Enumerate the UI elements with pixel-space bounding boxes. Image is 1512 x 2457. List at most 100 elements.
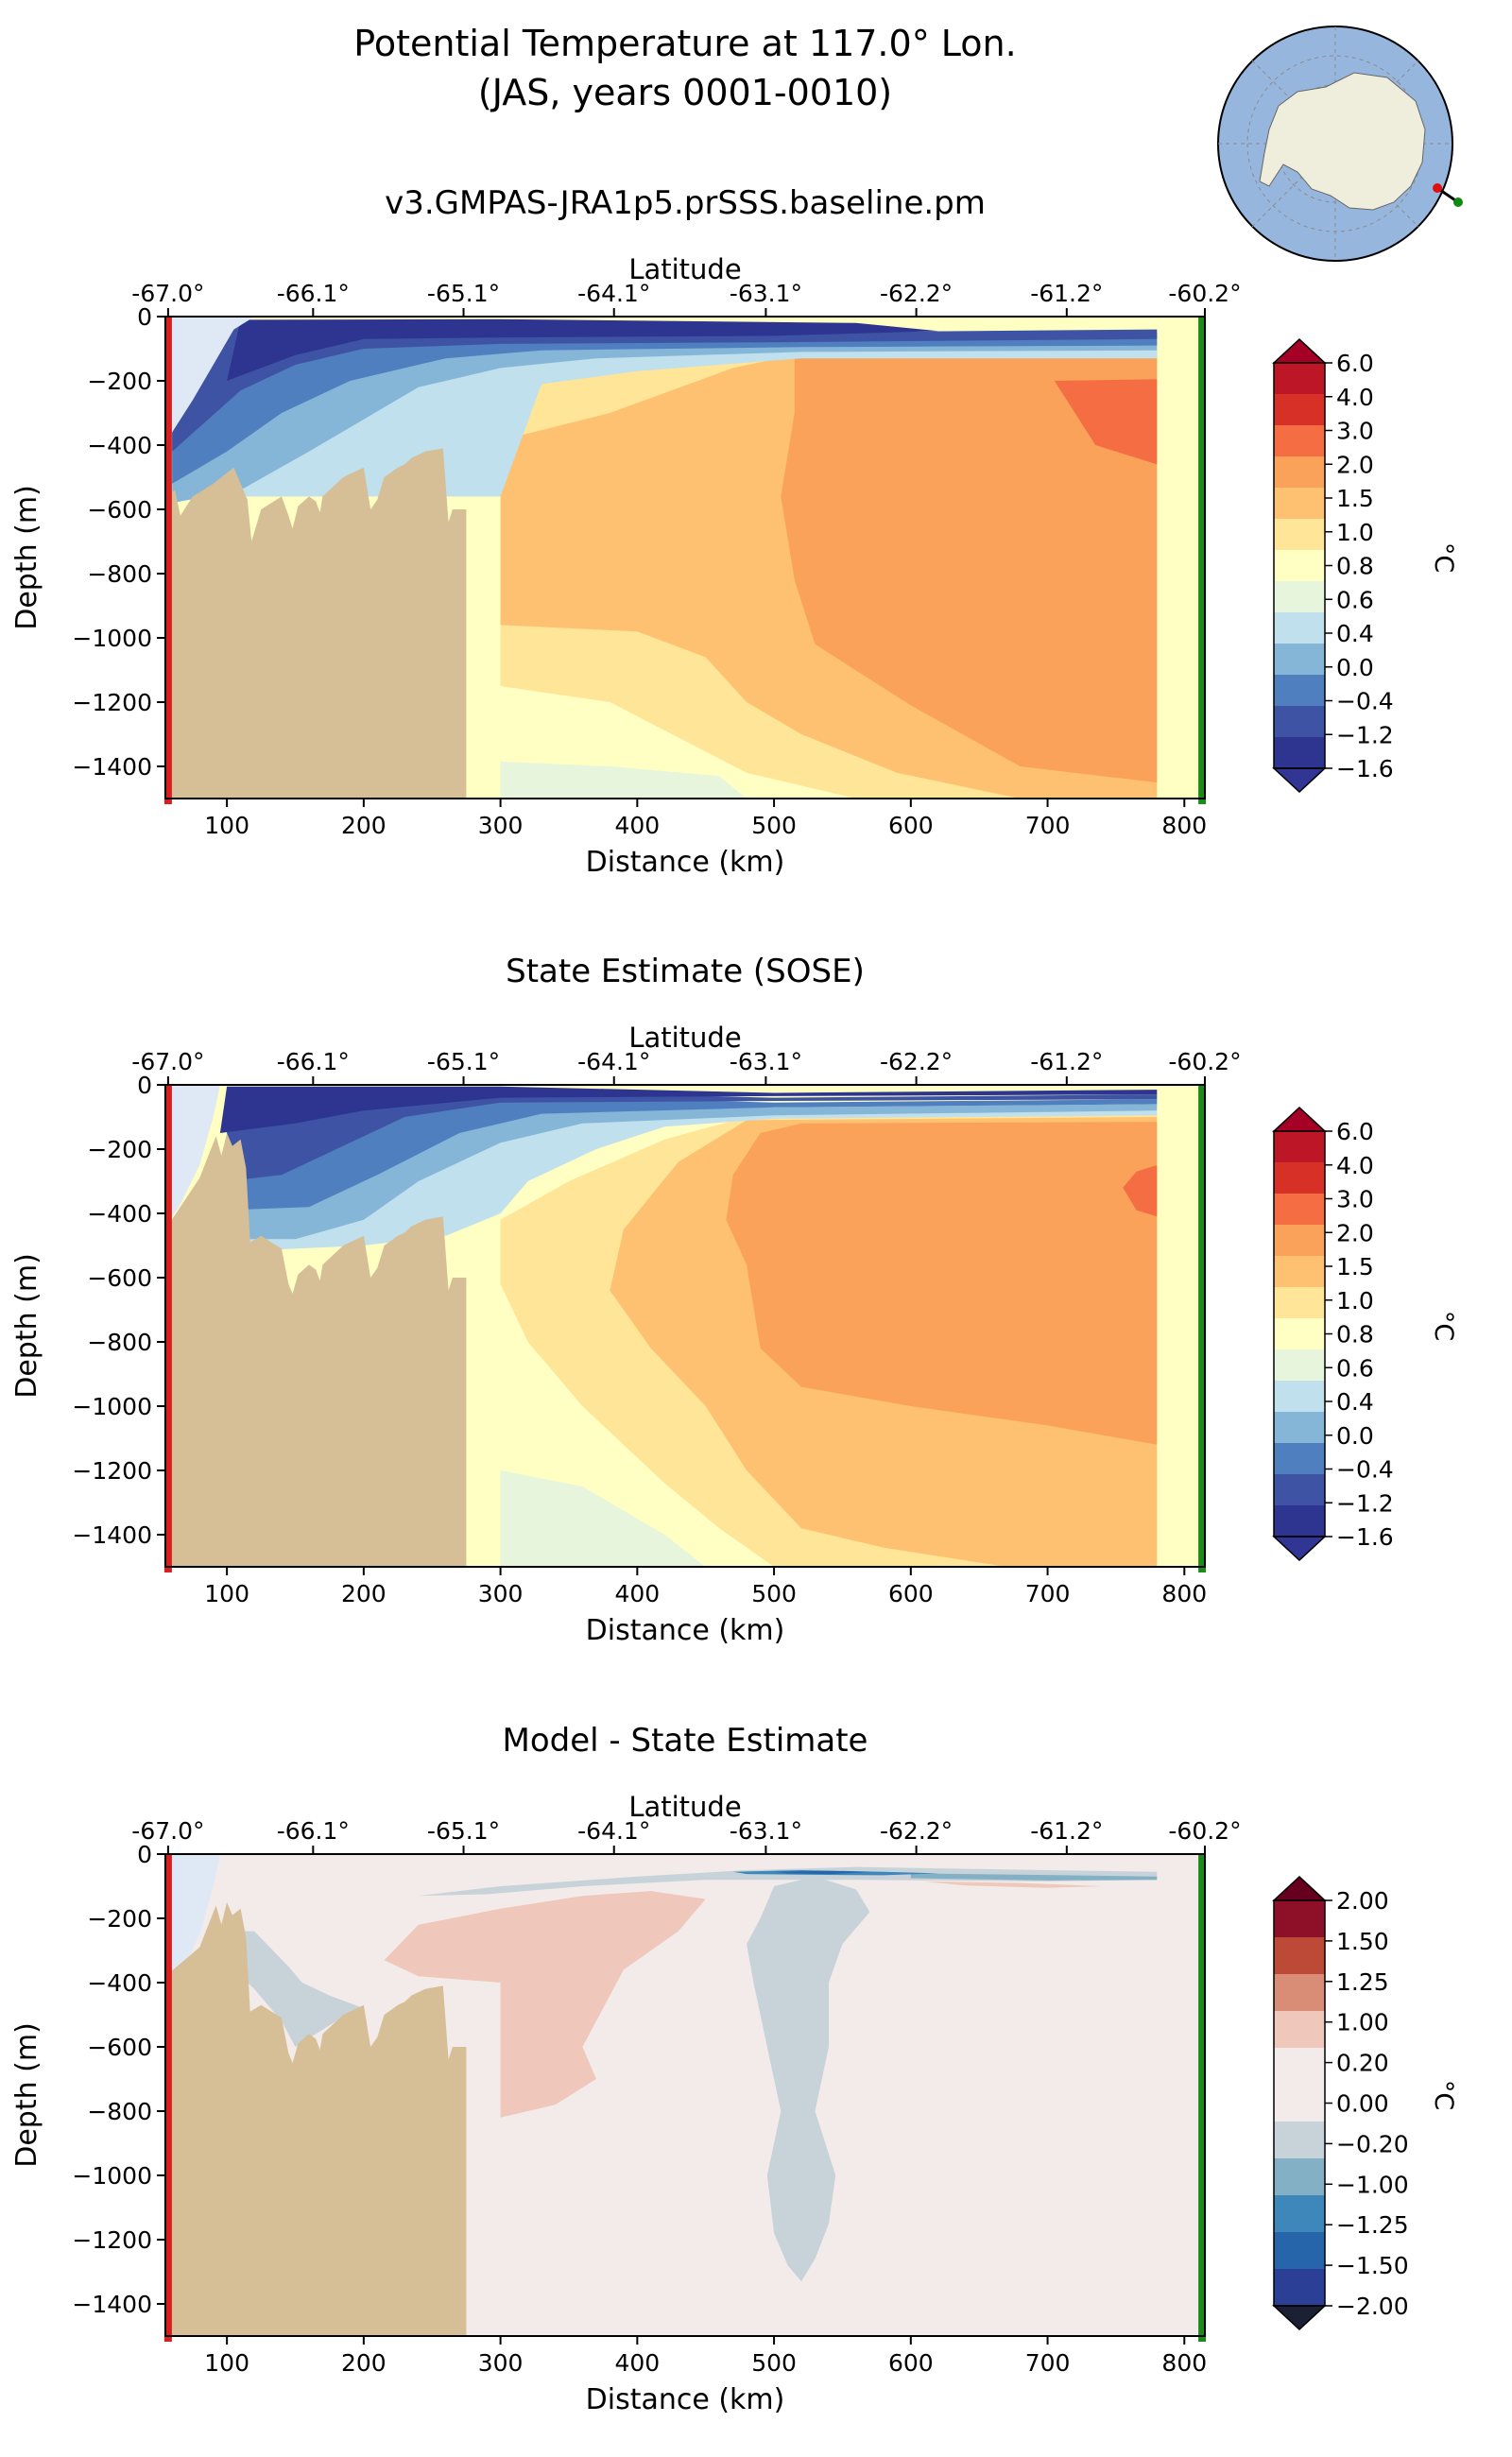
colorbar-swatch: [1274, 644, 1325, 676]
colorbar-extend-bottom: [1272, 767, 1327, 794]
colorbar-tick-label: 0.6: [1336, 586, 1374, 613]
colorbar-tick-label: 0.00: [1336, 2090, 1389, 2118]
antarctica-polar-map-icon: [1259, 72, 1426, 211]
colorbar-tick-label: 0.6: [1336, 1354, 1374, 1382]
x-tick-label: 700: [1025, 812, 1071, 839]
lat-tick-label: -65.1°: [427, 280, 500, 307]
panel-title: Model - State Estimate: [503, 1722, 868, 1760]
colorbar-tick-label: 3.0: [1336, 1186, 1374, 1213]
y-tick-label: −600: [87, 1264, 152, 1292]
y-tick-label: −200: [87, 1136, 152, 1163]
colorbar-swatch: [1274, 706, 1325, 738]
x-tick-label: 300: [478, 2349, 524, 2377]
colorbar-tick-label: −0.20: [1336, 2130, 1409, 2157]
colorbar-tick-label: −1.25: [1336, 2211, 1409, 2239]
colorbar-swatch: [1274, 1349, 1325, 1382]
y-tick-label: −400: [87, 1200, 152, 1228]
colorbar-swatch: [1274, 1162, 1325, 1194]
x-tick-label: 100: [204, 812, 249, 839]
lat-tick-label: -60.2°: [1168, 280, 1241, 307]
colorbar-tick-label: 1.5: [1336, 485, 1374, 512]
colorbar-tick-label: −1.2: [1336, 1489, 1394, 1517]
y-axis-label: Depth (m): [10, 1253, 43, 1399]
x-tick-label: 700: [1025, 2349, 1071, 2377]
colorbar-extend-top: [1272, 1106, 1327, 1132]
x-tick-label: 800: [1161, 812, 1207, 839]
bathymetry: [165, 1902, 467, 2336]
colorbar-tick-label: 1.50: [1336, 1928, 1389, 1955]
y-tick-label: −1400: [72, 2291, 152, 2318]
colorbar-swatch: [1274, 550, 1325, 582]
colorbar-swatch: [1274, 1974, 1325, 2012]
x-tick-label: 200: [341, 1580, 387, 1607]
colorbar-tick-label: 1.0: [1336, 1287, 1374, 1314]
lat-tick-label: -61.2°: [1030, 280, 1103, 307]
lat-tick-label: -65.1°: [427, 1817, 500, 1845]
colorbar-tick-label: 2.00: [1336, 1887, 1389, 1915]
lat-tick-label: -62.2°: [880, 1817, 953, 1845]
panel-title: State Estimate (SOSE): [506, 953, 865, 990]
colorbar-tick-label: 4.0: [1336, 1152, 1374, 1179]
colorbar-swatch: [1274, 675, 1325, 707]
colorbar-swatch: [1274, 488, 1325, 520]
contour-region: [726, 1122, 1158, 1445]
colorbar-swatch: [1274, 1256, 1325, 1288]
lat-tick-label: -62.2°: [880, 280, 953, 307]
lat-tick-label: -67.0°: [131, 1817, 204, 1845]
figure-title-line2: (JAS, years 0001-0010): [478, 72, 892, 113]
x-tick-label: 300: [478, 1580, 524, 1607]
colorbar-tick-label: 0.0: [1336, 654, 1374, 681]
colorbar-swatch: [1274, 737, 1325, 769]
contour-region: [227, 1094, 1158, 1211]
x-tick-label: 400: [614, 2349, 660, 2377]
colorbar-swatch: [1274, 581, 1325, 613]
panel-3: Model - State Estimate Latitude 100 200 300 4…: [10, 1722, 1458, 2416]
contour-region: [747, 1876, 870, 2282]
colorbar-tick-label: 4.0: [1336, 384, 1374, 411]
colorbar-tick-label: 0.8: [1336, 553, 1374, 580]
colorbar-swatch: [1274, 1937, 1325, 1975]
colorbar-swatch: [1274, 2011, 1325, 2049]
y-tick-label: −400: [87, 432, 152, 459]
lat-tick-label: -60.2°: [1168, 1817, 1241, 1845]
y-tick-label: 0: [137, 1841, 152, 1868]
y-tick-label: −1200: [72, 1457, 152, 1485]
colorbar-swatch: [1274, 456, 1325, 489]
colorbar-tick-label: 2.0: [1336, 451, 1374, 478]
colorbar-swatch: [1274, 612, 1325, 644]
y-tick-label: −400: [87, 1969, 152, 1997]
colorbar-swatch: [1274, 1900, 1325, 1938]
lat-tick-label: -63.1°: [730, 1817, 802, 1845]
colorbar: 2.00 1.50 1.25 1.00 0.20 0.00 −0.20 −1.00 −1.25 −…: [1272, 1875, 1458, 2331]
section-end-dot: [1453, 198, 1463, 207]
colorbar-tick-label: 1.5: [1336, 1253, 1374, 1280]
lat-tick-label: -67.0°: [131, 1048, 204, 1075]
colorbar-tick-label: 2.0: [1336, 1219, 1374, 1246]
lat-tick-label: -63.1°: [730, 1048, 802, 1075]
contour-region: [172, 329, 1158, 504]
panel-title: v3.GMPAS-JRA1p5.prSSS.baseline.pm: [385, 184, 986, 222]
top-axis-label: Latitude: [628, 253, 741, 285]
x-axis-label: Distance (km): [586, 1614, 785, 1647]
colorbar-extend-bottom: [1272, 2305, 1327, 2331]
x-tick-label: 500: [751, 1580, 797, 1607]
colorbar-tick-label: 6.0: [1336, 350, 1374, 377]
plot-frame: [164, 1084, 1206, 1568]
x-tick-label: 400: [614, 812, 660, 839]
colorbar-swatch: [1274, 2232, 1325, 2270]
colorbar-swatch: [1274, 1505, 1325, 1538]
ice-shelf: [169, 317, 255, 445]
contour-region: [500, 761, 747, 799]
ice-shelf: [169, 1085, 220, 1220]
colorbar-extend-bottom: [1272, 1536, 1327, 1562]
lat-tick-label: -64.1°: [577, 1048, 650, 1075]
colorbar-swatch: [1274, 1381, 1325, 1413]
contour-region: [227, 1931, 364, 2047]
plot-frame: [164, 316, 1206, 799]
lat-tick-label: -65.1°: [427, 1048, 500, 1075]
y-tick-label: −200: [87, 368, 152, 395]
colorbar-swatch: [1274, 1225, 1325, 1257]
lat-tick-label: -62.2°: [880, 1048, 953, 1075]
colorbar-swatch: [1274, 1443, 1325, 1475]
colorbar-swatch: [1274, 1131, 1325, 1163]
